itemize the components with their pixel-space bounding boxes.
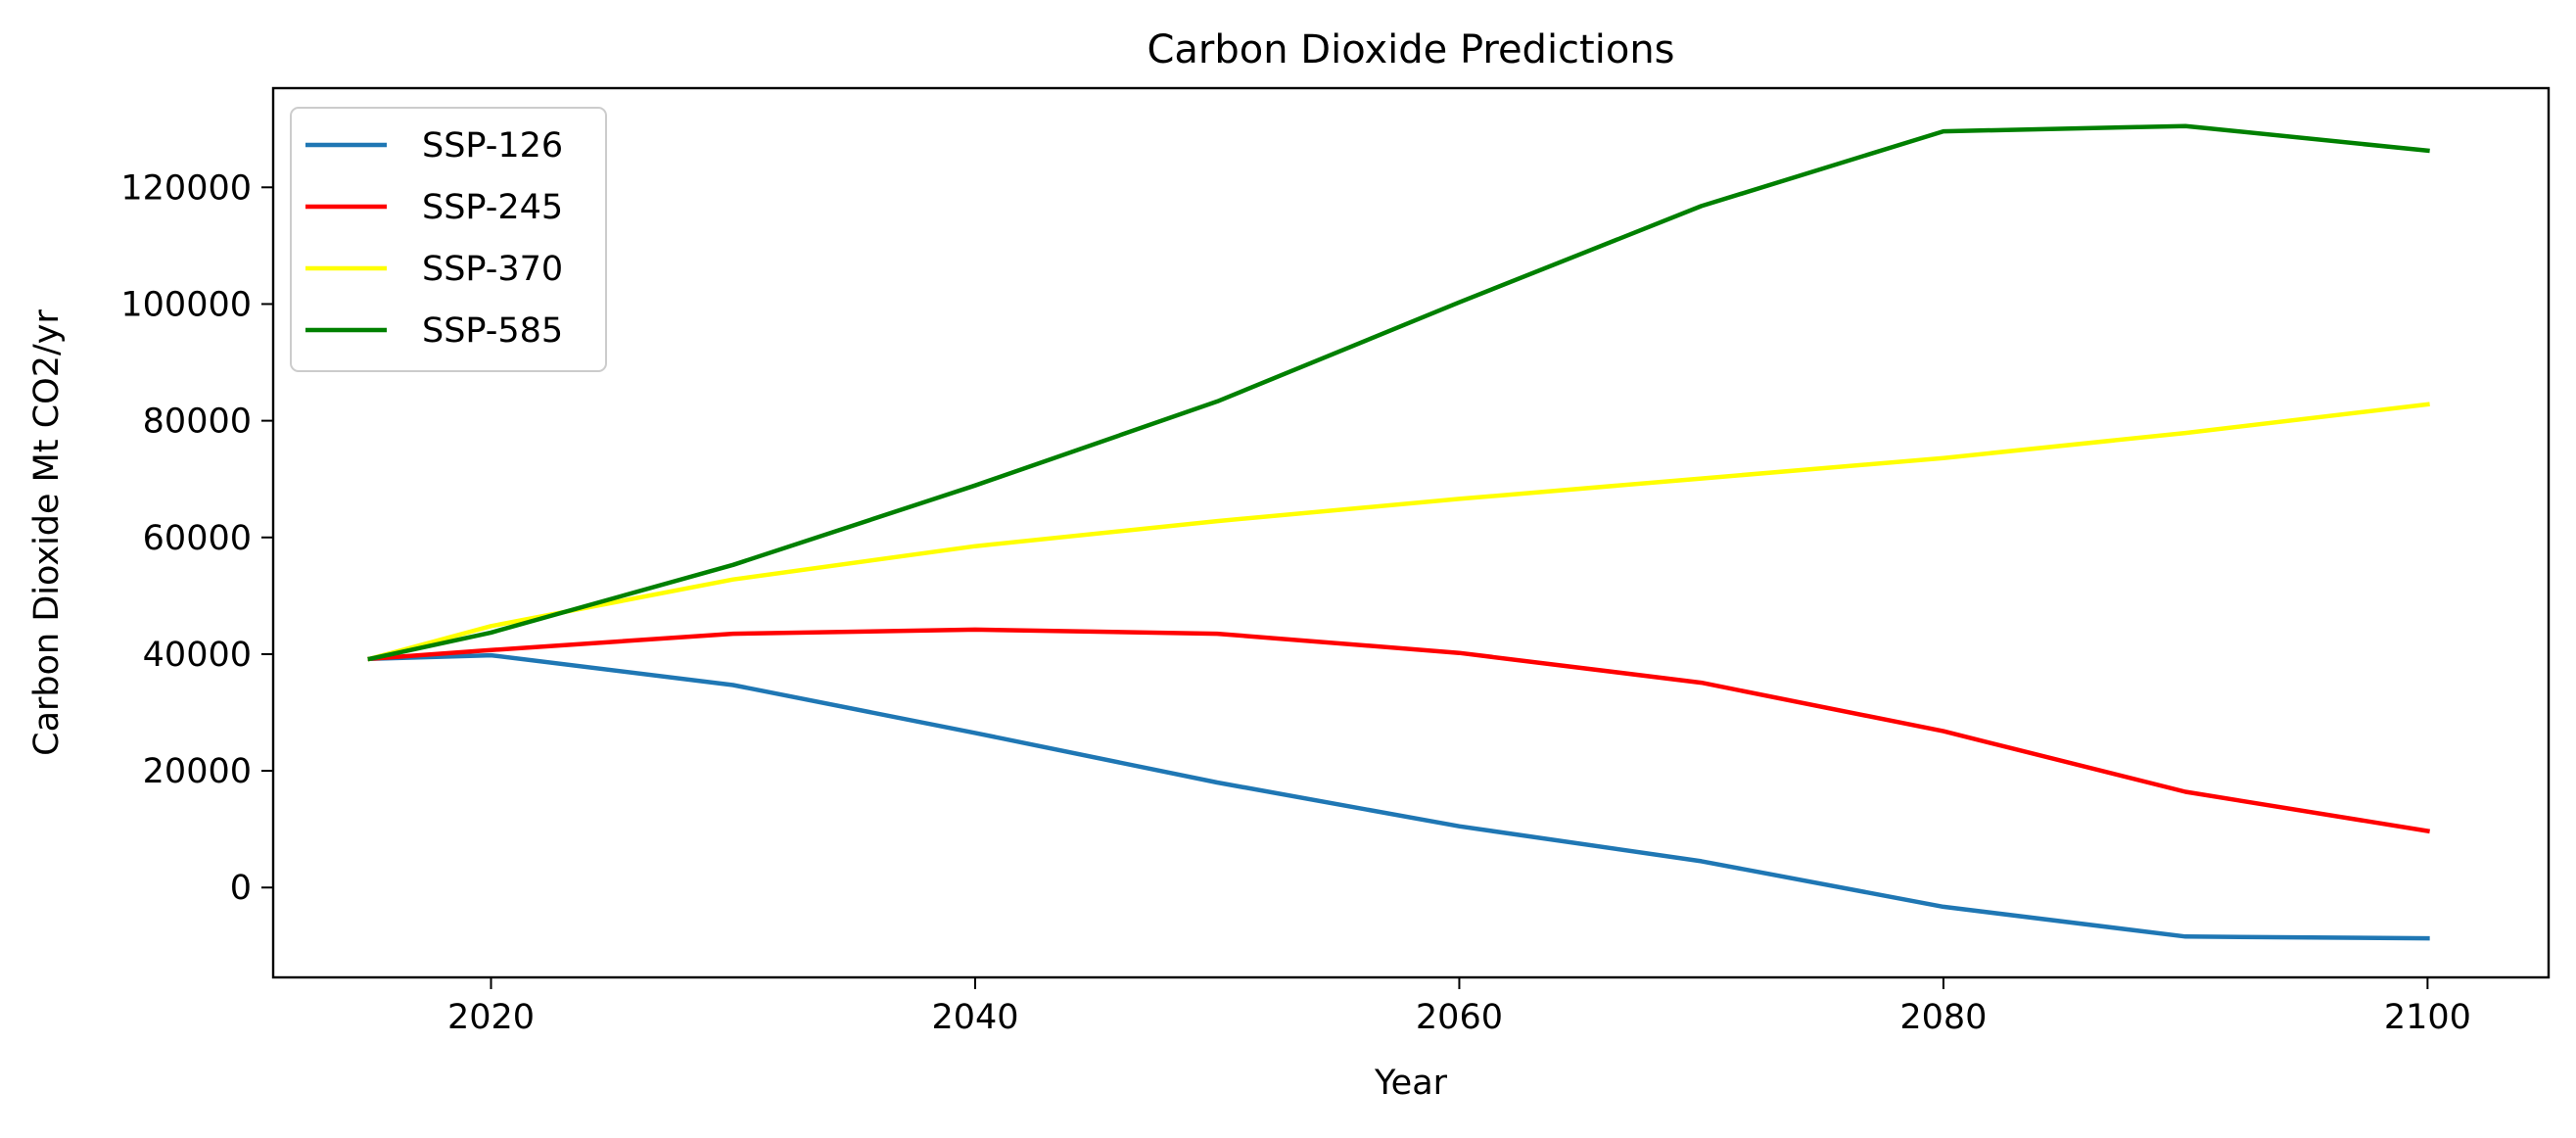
series-line-ssp-370 — [367, 402, 2430, 662]
x-tick-label: 2020 — [447, 998, 535, 1037]
series-line-ssp-126 — [367, 652, 2430, 941]
x-tick-label: 2100 — [2384, 998, 2471, 1037]
y-tick-label: 20000 — [143, 752, 252, 791]
legend-box — [290, 107, 607, 372]
y-tick-label: 120000 — [120, 168, 252, 208]
y-tick-label: 100000 — [120, 285, 252, 324]
y-tick-label: 0 — [230, 869, 252, 908]
x-axis-label: Year — [1374, 1064, 1448, 1103]
series-layer — [367, 123, 2430, 941]
x-tick-label: 2040 — [931, 998, 1018, 1037]
x-axis: 2020 2040 2060 2080 2100 — [447, 977, 2471, 1037]
plot-frame — [271, 86, 2551, 979]
legend-label-ssp-585: SSP-585 — [422, 311, 563, 351]
x-tick-label: 2080 — [1899, 998, 1987, 1037]
legend-label-ssp-126: SSP-126 — [422, 126, 563, 166]
y-tick-label: 40000 — [143, 636, 252, 675]
y-tick-label: 60000 — [143, 519, 252, 558]
y-tick-label: 80000 — [143, 403, 252, 442]
chart-title: Carbon Dioxide Predictions — [1147, 27, 1674, 72]
x-tick-label: 2060 — [1416, 998, 1503, 1037]
y-axis: 0 20000 40000 60000 80000 100000 120000 — [120, 168, 273, 908]
series-line-ssp-245 — [367, 627, 2430, 834]
series-line-ssp-585 — [367, 123, 2430, 662]
legend-label-ssp-245: SSP-245 — [422, 188, 563, 227]
y-axis-label: Carbon Dioxide Mt CO2/yr — [27, 309, 67, 756]
legend: SSP-126 SSP-245 SSP-370 SSP-585 — [290, 107, 607, 372]
legend-label-ssp-370: SSP-370 — [422, 250, 563, 289]
